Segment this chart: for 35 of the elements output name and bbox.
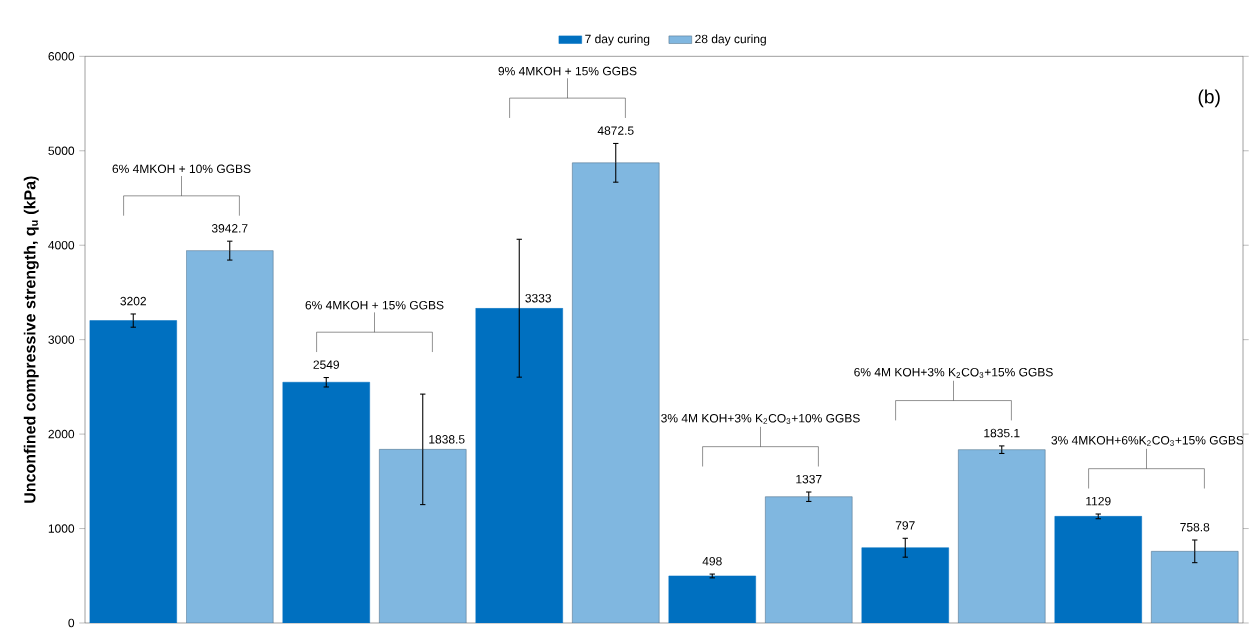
data-label: 797 <box>895 521 915 530</box>
y-tick-label: 0 <box>68 618 75 628</box>
data-label: 1838.5 <box>429 435 465 444</box>
y-tick-label: 3000 <box>48 335 75 345</box>
y-tick-label: 5000 <box>48 146 75 156</box>
data-label: 1337 <box>796 475 822 484</box>
bar <box>186 250 274 624</box>
annotation: 6% 4M KOH+3% K$_{2}$CO$_{3}$+15% GGBS <box>854 368 1053 378</box>
data-label: 758.8 <box>1180 523 1210 532</box>
annotation: 9% 4MKOH + 15% GGBS <box>498 67 637 76</box>
annotation: 3% 4MKOH+6%K$_{2}$CO$_{3}$+15% GGBS <box>1051 436 1244 447</box>
legend-label: 7 day curing <box>585 34 650 46</box>
bar <box>379 449 467 624</box>
annotation: (b) <box>1198 89 1220 108</box>
annotation: 6% 4MKOH + 15% GGBS <box>305 301 444 310</box>
data-label: 2549 <box>313 360 340 370</box>
data-label: 1835.1 <box>984 428 1020 438</box>
data-label: 3202 <box>120 297 146 306</box>
data-label: 3942.7 <box>211 224 248 233</box>
legend-label: 28 day curing <box>695 34 766 46</box>
y-tick-label: 4000 <box>48 241 75 250</box>
bar <box>572 162 660 624</box>
bar <box>1151 551 1239 624</box>
y-tick-label: 2000 <box>48 430 75 439</box>
data-label: 498 <box>702 557 722 566</box>
annotation: 3% 4M KOH+3% K$_{2}$CO$_{3}$+10% GGBS <box>661 414 860 425</box>
y-axis-title: Unconfined compressive strength, q$_{u}$ (kPa) <box>23 176 39 503</box>
annotation: 6% 4MKOH + 10% GGBS <box>112 164 251 174</box>
y-tick-label: 6000 <box>48 52 75 61</box>
bar <box>765 496 853 624</box>
y-tick-label: 1000 <box>48 524 75 533</box>
data-label: 4872.5 <box>597 126 634 136</box>
data-label: 1129 <box>1086 497 1111 506</box>
data-label: 3333 <box>525 294 552 303</box>
bar <box>958 449 1046 624</box>
